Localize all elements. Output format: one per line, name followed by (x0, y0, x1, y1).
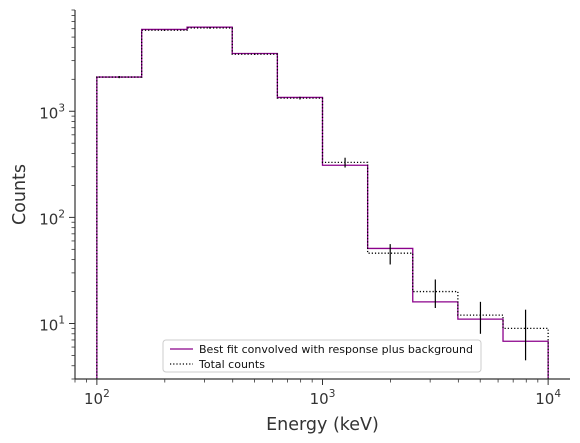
y-tick-label: 102 (39, 208, 65, 228)
y-axis-label: Counts (10, 164, 30, 225)
legend: Best fit convolved with response plus ba… (162, 339, 482, 373)
x-tick-label: 103 (310, 388, 336, 408)
legend-box (162, 339, 482, 373)
axes-layer: 102 103 104 101 102 103 (39, 9, 570, 408)
errorbar-layer (118, 27, 527, 361)
y-tick-label: 103 (39, 102, 65, 122)
x-tick-label: 102 (84, 388, 110, 408)
legend-label-total: Total counts (198, 358, 265, 371)
plot-area (96, 26, 549, 379)
x-axis-label: Energy (keV) (266, 415, 379, 435)
tick-layer: 102 103 104 101 102 103 (39, 9, 561, 408)
legend-label-fit: Best fit convolved with response plus ba… (199, 343, 473, 356)
y-tick-label: 101 (39, 315, 65, 335)
x-tick-label: 104 (535, 388, 561, 408)
